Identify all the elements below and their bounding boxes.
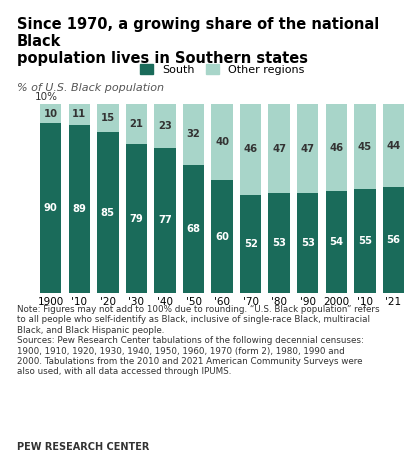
Bar bbox=[40, 104, 61, 123]
Text: 90: 90 bbox=[44, 203, 57, 213]
Text: 52: 52 bbox=[244, 239, 258, 249]
Bar bbox=[154, 104, 176, 148]
Text: 46: 46 bbox=[243, 144, 258, 155]
Text: 10: 10 bbox=[44, 108, 58, 119]
Bar bbox=[154, 148, 176, 293]
Bar bbox=[211, 104, 233, 180]
Legend: South, Other regions: South, Other regions bbox=[140, 64, 304, 75]
Text: 68: 68 bbox=[186, 224, 201, 234]
Bar bbox=[211, 180, 233, 293]
Bar bbox=[383, 104, 404, 187]
Bar bbox=[126, 144, 147, 293]
Text: 45: 45 bbox=[358, 141, 372, 152]
Bar bbox=[97, 132, 119, 293]
Bar bbox=[40, 123, 61, 293]
Text: PEW RESEARCH CENTER: PEW RESEARCH CENTER bbox=[17, 442, 149, 452]
Bar bbox=[240, 104, 261, 195]
Text: 21: 21 bbox=[129, 119, 143, 129]
Bar bbox=[69, 125, 90, 293]
Bar bbox=[269, 193, 290, 293]
Bar bbox=[326, 191, 347, 293]
Text: 53: 53 bbox=[301, 238, 315, 248]
Text: 15: 15 bbox=[101, 113, 115, 123]
Text: 23: 23 bbox=[158, 121, 172, 131]
Bar bbox=[97, 104, 119, 132]
Text: 10%: 10% bbox=[35, 92, 58, 102]
Text: 11: 11 bbox=[72, 109, 86, 120]
Text: Note: Figures may not add to 100% due to rounding. “U.S. Black population” refer: Note: Figures may not add to 100% due to… bbox=[17, 305, 379, 377]
Text: 47: 47 bbox=[272, 143, 286, 154]
Bar bbox=[240, 195, 261, 293]
Text: 89: 89 bbox=[72, 204, 86, 214]
Text: 60: 60 bbox=[215, 231, 229, 242]
Bar bbox=[297, 193, 318, 293]
Text: Since 1970, a growing share of the national Black
population lives in Southern s: Since 1970, a growing share of the natio… bbox=[17, 17, 379, 66]
Bar bbox=[326, 104, 347, 191]
Bar bbox=[354, 104, 375, 189]
Bar bbox=[183, 165, 204, 293]
Text: 47: 47 bbox=[301, 143, 315, 154]
Bar bbox=[69, 104, 90, 125]
Bar bbox=[269, 104, 290, 193]
Text: 53: 53 bbox=[272, 238, 286, 248]
Text: % of U.S. Black population: % of U.S. Black population bbox=[17, 83, 164, 93]
Bar bbox=[354, 189, 375, 293]
Text: 46: 46 bbox=[329, 142, 344, 153]
Bar bbox=[297, 104, 318, 193]
Text: 32: 32 bbox=[186, 129, 200, 140]
Text: 56: 56 bbox=[386, 235, 401, 245]
Text: 85: 85 bbox=[101, 208, 115, 218]
Text: 79: 79 bbox=[129, 213, 143, 224]
Bar bbox=[383, 187, 404, 293]
Text: 55: 55 bbox=[358, 236, 372, 246]
Text: 77: 77 bbox=[158, 215, 172, 226]
Text: 54: 54 bbox=[329, 237, 344, 247]
Text: 44: 44 bbox=[386, 140, 401, 151]
Text: 40: 40 bbox=[215, 137, 229, 147]
Bar bbox=[126, 104, 147, 144]
Bar bbox=[183, 104, 204, 165]
